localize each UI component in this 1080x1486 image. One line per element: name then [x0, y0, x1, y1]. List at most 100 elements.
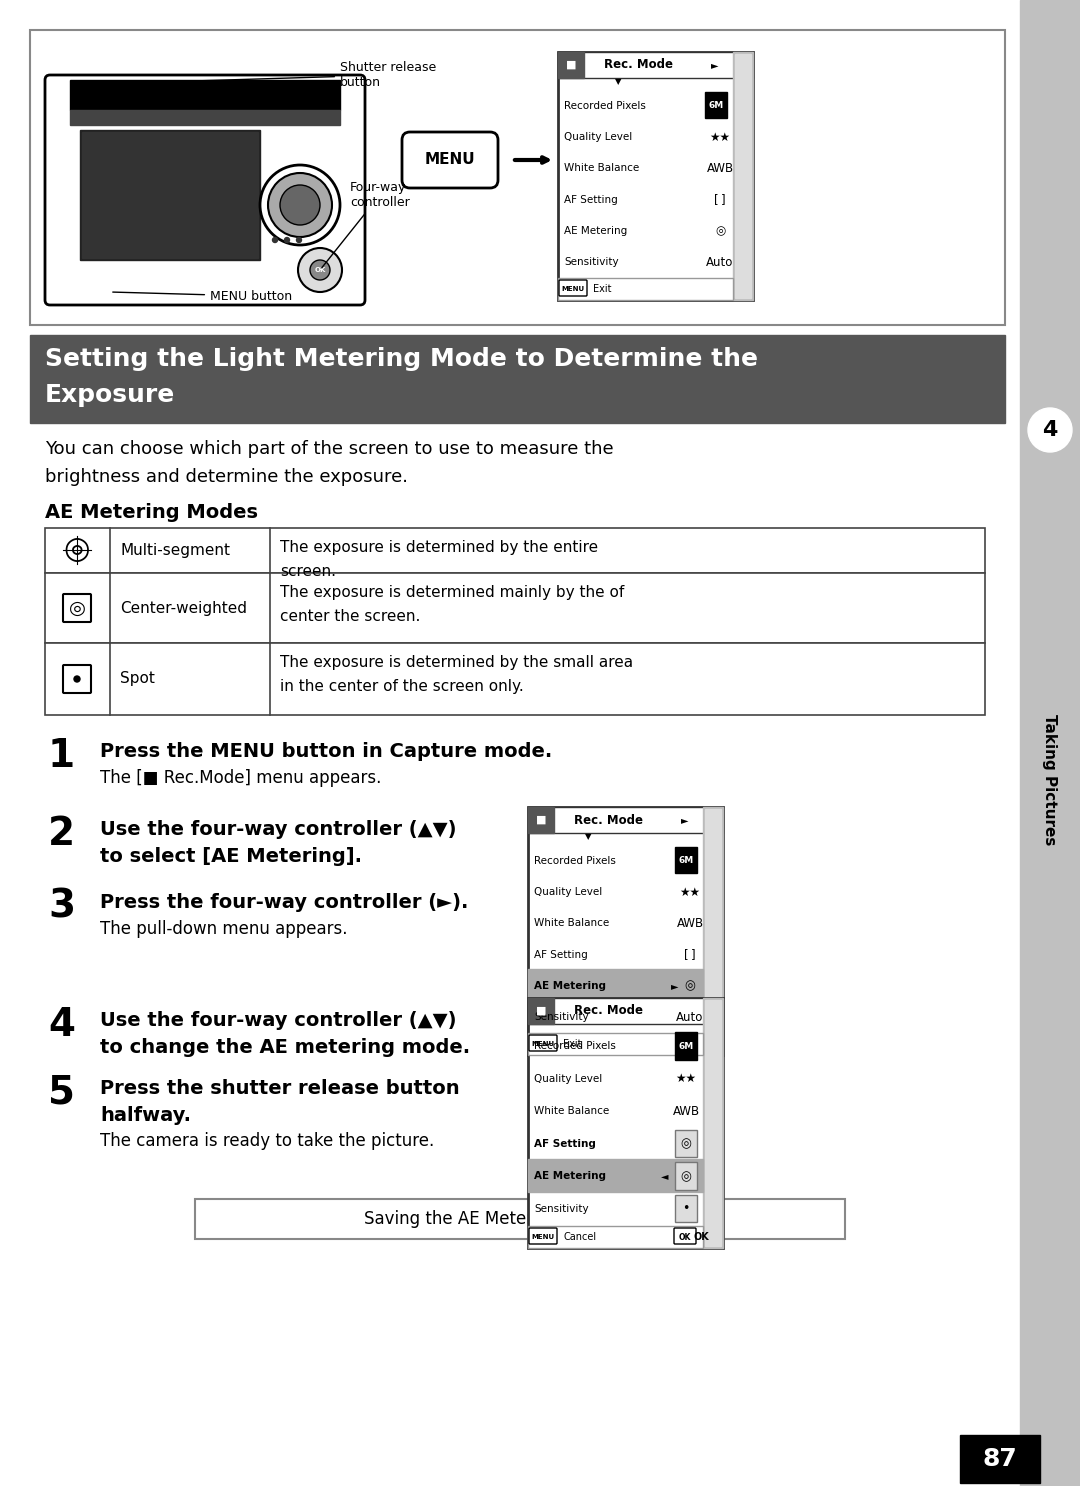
Text: Press the MENU button in Capture mode.: Press the MENU button in Capture mode.: [100, 742, 552, 761]
Text: OK: OK: [679, 1232, 691, 1241]
Text: ◎: ◎: [715, 224, 725, 238]
Bar: [528, 999, 723, 1248]
Text: center the screen.: center the screen.: [280, 609, 420, 624]
Text: The camera is ready to take the picture.: The camera is ready to take the picture.: [100, 1132, 434, 1150]
Bar: [82, 132, 258, 259]
Text: ◎: ◎: [680, 1169, 691, 1183]
Circle shape: [310, 260, 330, 279]
Text: ▼: ▼: [615, 77, 621, 86]
Text: Recorded Pixels: Recorded Pixels: [534, 856, 616, 866]
Text: ▼: ▼: [584, 832, 591, 841]
FancyBboxPatch shape: [559, 279, 588, 296]
Bar: [528, 1033, 703, 1055]
Text: Sensitivity: Sensitivity: [564, 257, 619, 267]
Text: MENU: MENU: [424, 153, 475, 168]
Text: 6M: 6M: [708, 101, 724, 110]
Circle shape: [1028, 409, 1072, 452]
Text: ◎: ◎: [685, 979, 696, 993]
Text: ★★: ★★: [710, 131, 730, 144]
Text: ◎: ◎: [64, 535, 91, 565]
Bar: [960, 1435, 1040, 1483]
Text: Multi-segment: Multi-segment: [120, 542, 230, 557]
Text: Shutter release
button: Shutter release button: [163, 61, 436, 89]
Circle shape: [272, 238, 278, 242]
Text: Rec. Mode: Rec. Mode: [604, 58, 673, 71]
Bar: [70, 80, 340, 110]
Text: [ ]: [ ]: [685, 948, 696, 961]
Text: Four-way
controller: Four-way controller: [322, 181, 409, 267]
FancyBboxPatch shape: [63, 594, 91, 623]
Text: AWB: AWB: [676, 917, 703, 930]
Bar: [675, 1129, 697, 1158]
Text: ◄: ◄: [661, 1171, 669, 1181]
Text: ◎: ◎: [680, 1137, 691, 1150]
Circle shape: [268, 172, 332, 236]
Text: to select [AE Metering].: to select [AE Metering].: [100, 847, 362, 866]
Text: [ ]: [ ]: [714, 193, 726, 207]
FancyBboxPatch shape: [402, 132, 498, 189]
Text: OK: OK: [693, 1232, 708, 1242]
Text: Recorded Pixels: Recorded Pixels: [534, 1042, 616, 1051]
Text: Press the shutter release button: Press the shutter release button: [100, 1079, 460, 1098]
Text: ►: ►: [712, 59, 719, 70]
Text: in the center of the screen only.: in the center of the screen only.: [280, 679, 524, 694]
Text: Quality Level: Quality Level: [534, 887, 603, 898]
Text: AF Setting: AF Setting: [534, 950, 588, 960]
Bar: [705, 808, 721, 1054]
Circle shape: [298, 248, 342, 293]
Text: Taking Pictures: Taking Pictures: [1042, 715, 1057, 846]
Text: Cancel: Cancel: [563, 1232, 596, 1242]
Bar: [558, 52, 584, 77]
Text: AE Metering Modes: AE Metering Modes: [45, 502, 258, 522]
Text: 2: 2: [48, 814, 76, 853]
Text: MENU button: MENU button: [112, 290, 292, 303]
Text: AE Metering: AE Metering: [564, 226, 627, 236]
Text: 4: 4: [48, 1006, 75, 1045]
Text: MENU: MENU: [562, 285, 584, 293]
Text: Sensitivity: Sensitivity: [534, 1012, 589, 1022]
Bar: [195, 1199, 845, 1239]
Bar: [675, 1195, 697, 1221]
Circle shape: [260, 165, 340, 245]
Bar: [528, 999, 723, 1024]
Bar: [733, 52, 753, 300]
Text: The [■ Rec.Mode] menu appears.: The [■ Rec.Mode] menu appears.: [100, 768, 381, 788]
Text: AF Setting: AF Setting: [534, 1138, 596, 1149]
Text: White Balance: White Balance: [534, 1106, 609, 1116]
Text: White Balance: White Balance: [534, 918, 609, 929]
Text: MENU: MENU: [531, 1042, 554, 1048]
Text: 87: 87: [983, 1447, 1017, 1471]
Text: OK: OK: [314, 267, 326, 273]
Text: 4: 4: [1042, 421, 1057, 440]
Text: Quality Level: Quality Level: [534, 1074, 603, 1083]
Bar: [558, 52, 753, 77]
Text: Center-weighted: Center-weighted: [120, 600, 247, 615]
Bar: [30, 30, 1005, 325]
Bar: [528, 807, 723, 1055]
Bar: [528, 807, 554, 834]
Text: ■: ■: [536, 1006, 546, 1016]
Text: Quality Level: Quality Level: [564, 132, 632, 143]
Bar: [558, 52, 753, 300]
Bar: [70, 110, 340, 125]
Circle shape: [284, 238, 289, 242]
FancyBboxPatch shape: [674, 1227, 696, 1244]
Bar: [528, 1226, 703, 1248]
Text: The exposure is determined mainly by the of: The exposure is determined mainly by the…: [280, 585, 624, 600]
Text: screen.: screen.: [280, 565, 336, 580]
Text: ◎: ◎: [68, 599, 85, 618]
Text: 6M: 6M: [678, 1042, 693, 1051]
Bar: [705, 1000, 721, 1245]
Bar: [528, 999, 554, 1024]
Text: The exposure is determined by the small area: The exposure is determined by the small …: [280, 655, 633, 670]
Text: to change the AE metering mode.: to change the AE metering mode.: [100, 1039, 470, 1057]
Text: ►: ►: [681, 814, 689, 825]
Text: halfway.: halfway.: [100, 1106, 191, 1125]
Text: Auto: Auto: [706, 256, 733, 269]
Bar: [45, 528, 985, 574]
Text: You can choose which part of the screen to use to measure the: You can choose which part of the screen …: [45, 440, 613, 458]
Text: AWB: AWB: [673, 1104, 700, 1117]
FancyBboxPatch shape: [63, 666, 91, 692]
Text: ★★: ★★: [679, 886, 701, 899]
Text: Rec. Mode: Rec. Mode: [573, 1005, 643, 1018]
